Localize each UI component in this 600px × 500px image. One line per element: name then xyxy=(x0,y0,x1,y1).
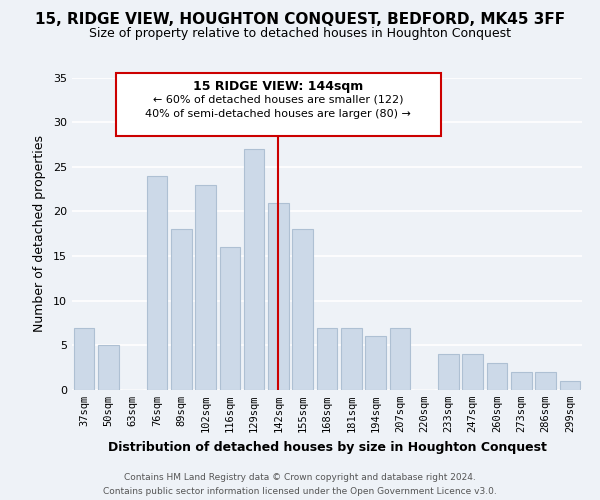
Text: 15, RIDGE VIEW, HOUGHTON CONQUEST, BEDFORD, MK45 3FF: 15, RIDGE VIEW, HOUGHTON CONQUEST, BEDFO… xyxy=(35,12,565,28)
Bar xyxy=(146,176,167,390)
Text: Size of property relative to detached houses in Houghton Conquest: Size of property relative to detached ho… xyxy=(89,28,511,40)
Text: 15 RIDGE VIEW: 144sqm: 15 RIDGE VIEW: 144sqm xyxy=(193,80,364,93)
Bar xyxy=(244,149,265,390)
Text: ← 60% of detached houses are smaller (122): ← 60% of detached houses are smaller (12… xyxy=(153,94,404,104)
Bar xyxy=(511,372,532,390)
Y-axis label: Number of detached properties: Number of detached properties xyxy=(33,135,46,332)
Bar xyxy=(98,346,119,390)
Bar xyxy=(171,230,191,390)
Bar xyxy=(487,363,508,390)
Bar xyxy=(268,202,289,390)
Text: 40% of semi-detached houses are larger (80) →: 40% of semi-detached houses are larger (… xyxy=(145,109,412,118)
Bar xyxy=(535,372,556,390)
Bar xyxy=(560,381,580,390)
Bar xyxy=(317,328,337,390)
X-axis label: Distribution of detached houses by size in Houghton Conquest: Distribution of detached houses by size … xyxy=(107,440,547,454)
Bar xyxy=(438,354,459,390)
Text: Contains HM Land Registry data © Crown copyright and database right 2024.: Contains HM Land Registry data © Crown c… xyxy=(124,473,476,482)
Bar xyxy=(220,247,240,390)
Bar xyxy=(195,184,216,390)
Bar xyxy=(365,336,386,390)
Text: Contains public sector information licensed under the Open Government Licence v3: Contains public sector information licen… xyxy=(103,486,497,496)
Bar xyxy=(292,230,313,390)
Bar xyxy=(74,328,94,390)
Bar xyxy=(463,354,483,390)
Bar xyxy=(389,328,410,390)
FancyBboxPatch shape xyxy=(116,73,441,136)
Bar xyxy=(341,328,362,390)
